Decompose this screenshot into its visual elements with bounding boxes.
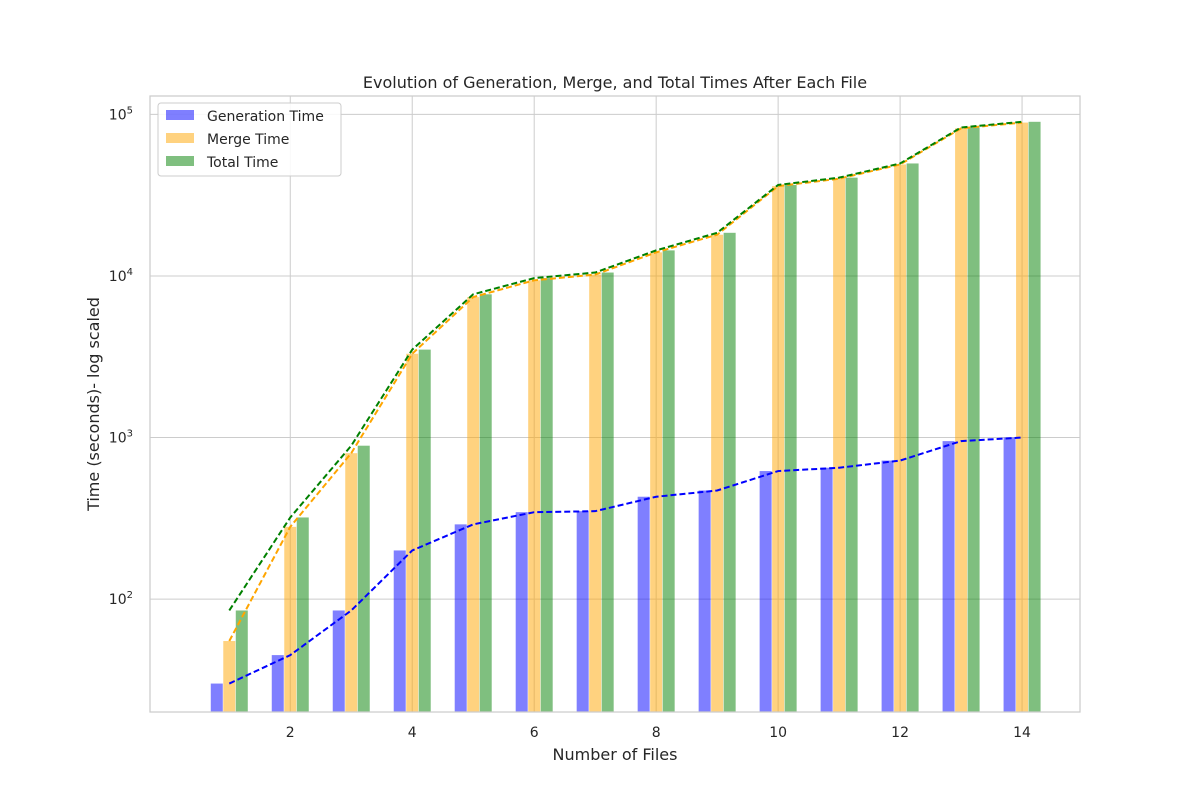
line-total-time xyxy=(228,120,1023,612)
x-axis-label: Number of Files xyxy=(553,745,678,764)
legend-label-generation: Generation Time xyxy=(207,109,324,125)
bar-merge-time xyxy=(894,164,907,713)
bar-merge-time xyxy=(528,280,541,712)
bar-generation-time xyxy=(942,441,955,712)
bar-merge-time xyxy=(406,353,419,712)
bar-generation-time xyxy=(576,511,589,712)
x-tick-label: 8 xyxy=(652,725,661,741)
bar-total-time xyxy=(662,250,675,712)
bar-generation-time xyxy=(637,496,650,712)
x-tick-label: 4 xyxy=(408,725,417,741)
bar-generation-time xyxy=(759,471,772,712)
x-tick-label: 10 xyxy=(769,725,787,741)
bar-merge-time xyxy=(833,178,846,713)
trend-lines xyxy=(228,120,1023,685)
bar-total-time xyxy=(418,349,431,712)
bar-generation-time xyxy=(393,550,406,712)
x-tick-label: 14 xyxy=(1013,725,1031,741)
y-tick-label: 102 xyxy=(109,590,133,608)
y-axis-label: Time (seconds)- log scaled xyxy=(84,297,103,512)
legend: Generation Time Merge Time Total Time xyxy=(157,102,342,177)
bar-generation-time xyxy=(454,524,467,712)
bar-merge-time xyxy=(467,297,480,712)
bar-generation-time xyxy=(332,610,345,712)
bar-generation-time xyxy=(515,512,528,712)
legend-label-merge: Merge Time xyxy=(207,132,289,148)
bar-generation-time xyxy=(210,683,223,712)
bar-merge-time xyxy=(955,128,968,713)
bar-merge-time xyxy=(711,234,724,713)
legend-box xyxy=(157,102,342,177)
bar-total-time xyxy=(601,272,614,712)
y-tick-labels: 102 103 104 105 xyxy=(109,105,133,608)
bar-generation-time xyxy=(271,655,284,712)
bar-generation-time xyxy=(698,490,711,712)
bar-merge-time xyxy=(589,274,602,712)
bar-total-time xyxy=(723,232,736,712)
bar-merge-time xyxy=(1016,122,1029,713)
plot-frame xyxy=(149,95,1081,713)
x-tick-label: 6 xyxy=(530,725,539,741)
bar-generation-time xyxy=(1003,437,1016,712)
y-tick-label: 105 xyxy=(109,105,133,123)
bar-total-time xyxy=(784,184,797,713)
chart-title: Evolution of Generation, Merge, and Tota… xyxy=(363,73,867,92)
x-tick-label: 2 xyxy=(286,725,295,741)
bar-total-time xyxy=(479,294,492,712)
legend-label-total: Total Time xyxy=(206,155,278,171)
bar-total-time xyxy=(906,163,919,712)
bar-total-time xyxy=(296,517,309,712)
bar-total-time xyxy=(1028,121,1041,713)
bar-merge-time xyxy=(650,252,663,712)
bars xyxy=(210,121,1041,713)
line-merge-time xyxy=(228,121,1023,642)
bar-total-time xyxy=(967,127,980,713)
bar-merge-time xyxy=(223,641,236,712)
bar-total-time xyxy=(235,610,248,712)
y-tick-label: 103 xyxy=(109,429,133,447)
x-tick-labels: 2 4 6 8 10 12 14 xyxy=(286,725,1031,741)
bar-merge-time xyxy=(772,186,785,713)
bar-merge-time xyxy=(284,526,297,712)
bar-generation-time xyxy=(820,467,833,712)
y-tick-label: 104 xyxy=(109,267,133,285)
legend-swatch-merge xyxy=(166,133,194,143)
bar-merge-time xyxy=(345,453,358,712)
bar-total-time xyxy=(540,278,553,712)
legend-swatch-generation xyxy=(166,110,194,120)
x-tick-label: 12 xyxy=(891,725,909,741)
legend-swatch-total xyxy=(166,156,194,166)
bar-generation-time xyxy=(881,460,894,712)
line-generation-time xyxy=(228,436,1023,685)
bar-total-time xyxy=(845,177,858,713)
bar-total-time xyxy=(357,445,370,712)
